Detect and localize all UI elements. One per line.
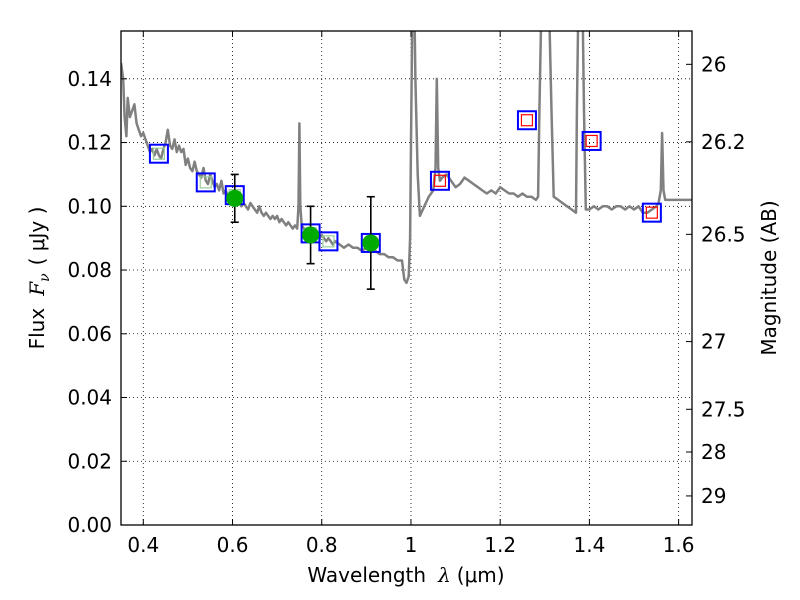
magnitude-tick-label: 27 (701, 330, 726, 354)
plot-frame (120, 30, 693, 526)
model-marker-inner-square (433, 174, 447, 187)
x-axis-title: Wavelength λ (μm) (307, 563, 504, 587)
model-marker-outer-square (318, 231, 339, 252)
y-axis-title-symbol: F (25, 281, 49, 297)
magnitude-tick-label: 26 (701, 52, 726, 76)
magnitude-tick-label: 26.2 (701, 130, 746, 154)
model-marker-outer-square (429, 170, 450, 191)
model-marker-inner-square (199, 176, 212, 189)
model-photometry-markers (148, 110, 662, 253)
y-axis-title-subscript: ν (37, 273, 53, 282)
x-tick-label: 1.2 (484, 533, 516, 557)
magnitude-tick-label: 28 (701, 440, 726, 464)
model-photometry-marker (581, 130, 602, 151)
observed-point-marker (362, 234, 380, 252)
magnitude-tick-label: 29 (701, 484, 726, 508)
y-tick-label: 0.12 (67, 131, 112, 155)
y-axis-title-unit: ( μJy ) (25, 207, 49, 266)
x-tick-label: 0.4 (127, 533, 159, 557)
magnitude-tick-label: 27.5 (701, 397, 746, 421)
observed-photometry-point (226, 173, 244, 224)
x-tick-label: 1 (405, 533, 418, 557)
model-photometry-marker (641, 202, 662, 223)
magnitude-axis-ticks: 26 26.2 26.5 27 27.5 28 29 (686, 52, 746, 508)
x-tick-label: 0.6 (217, 533, 249, 557)
observed-point-marker (226, 189, 244, 207)
observed-point-marker (302, 226, 320, 244)
x-axis-title-unit: (μm) (457, 563, 505, 587)
model-marker-inner-square (152, 147, 166, 160)
observed-photometry-markers (226, 173, 380, 290)
x-axis-title-prefix: Wavelength (307, 563, 426, 587)
x-axis-ticks: 0.4 0.6 0.8 1 1.2 1.4 1.6 (127, 31, 695, 557)
model-marker-outer-square (195, 172, 216, 193)
magnitude-tick-label: 26.5 (701, 222, 746, 246)
y-tick-label: 0.00 (67, 513, 112, 537)
model-photometry-marker (429, 170, 450, 191)
observed-photometry-point (302, 205, 320, 265)
model-photometry-marker (148, 143, 169, 164)
model-marker-outer-square (641, 202, 662, 223)
model-photometry-marker (318, 231, 339, 252)
model-marker-inner-square (585, 134, 598, 148)
model-photometry-marker (516, 110, 537, 131)
model-marker-outer-square (148, 143, 169, 164)
x-tick-label: 1.6 (663, 533, 695, 557)
observed-photometry-point (362, 195, 380, 290)
y-tick-label: 0.14 (67, 67, 112, 91)
model-marker-inner-square (520, 114, 534, 127)
model-marker-outer-square (516, 110, 537, 131)
y-tick-label: 0.06 (67, 322, 112, 346)
grid-lines (121, 31, 692, 525)
y-axis-title: Flux Fν ( μJy ) (25, 207, 53, 350)
spectrum-line (121, 31, 692, 285)
y-tick-label: 0.04 (67, 386, 112, 410)
x-axis-title-symbol: λ (437, 563, 451, 587)
y-axis-title-prefix: Flux (25, 308, 49, 350)
model-marker-inner-square (322, 235, 335, 248)
model-photometry-marker (195, 172, 216, 193)
model-marker-outer-square (581, 130, 602, 151)
x-tick-label: 0.8 (306, 533, 338, 557)
y-axis-ticks: 0.00 0.02 0.04 0.06 0.08 0.10 0.12 0.14 (67, 67, 127, 537)
y-tick-label: 0.08 (67, 258, 112, 282)
y2-axis-title: Magnitude (AB) (757, 200, 781, 355)
y-tick-label: 0.02 (67, 449, 112, 473)
x-tick-label: 1.4 (573, 533, 605, 557)
model-marker-inner-square (645, 206, 658, 219)
y-tick-label: 0.10 (67, 194, 112, 218)
